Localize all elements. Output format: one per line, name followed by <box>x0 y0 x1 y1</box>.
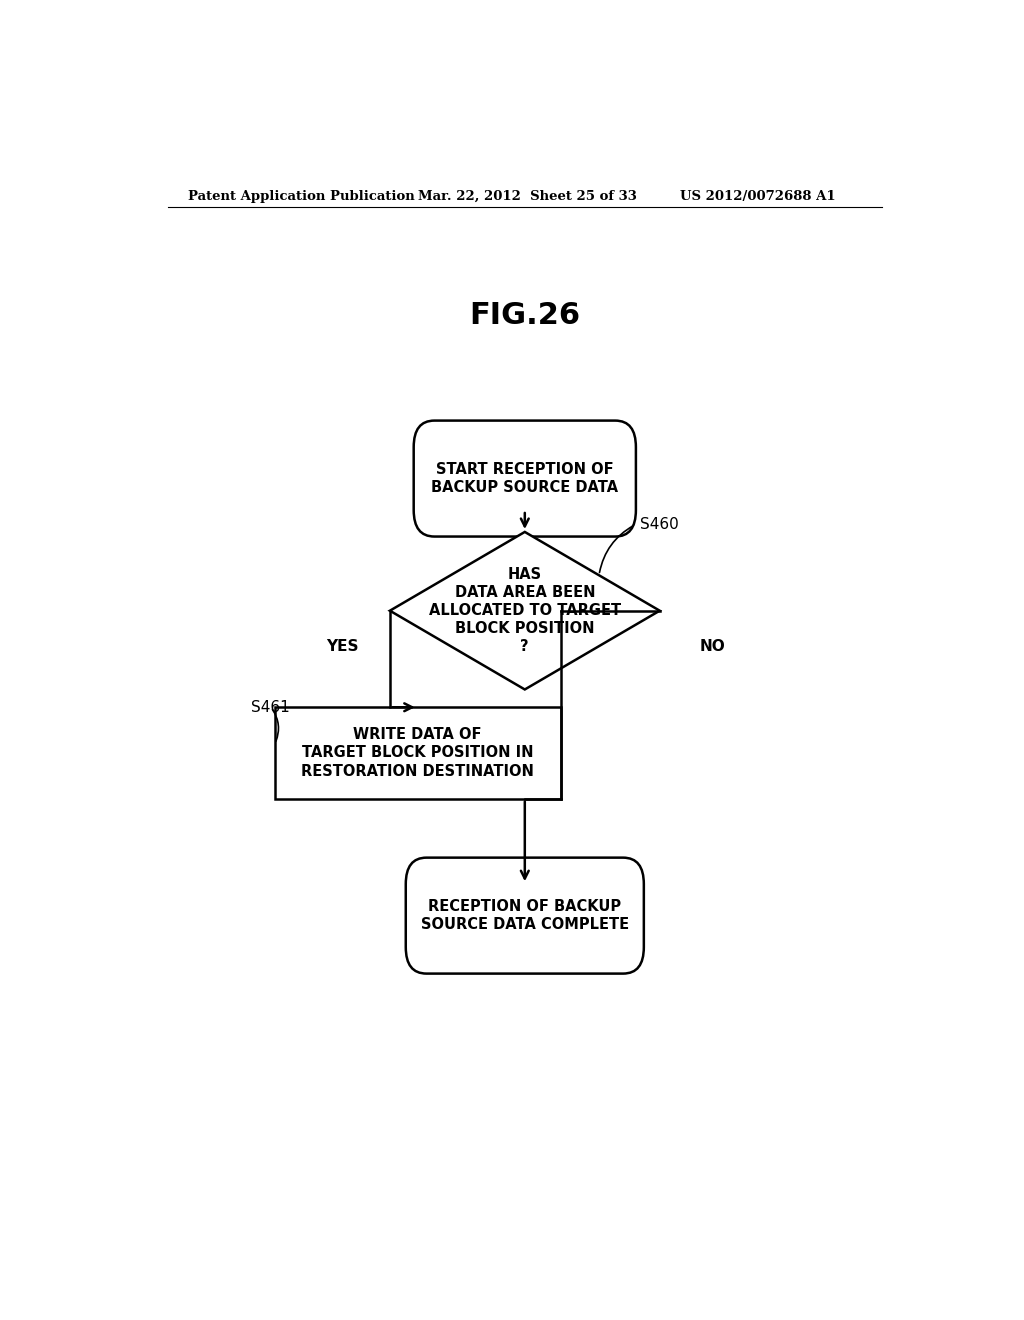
Text: YES: YES <box>326 639 358 653</box>
Text: HAS
DATA AREA BEEN
ALLOCATED TO TARGET
BLOCK POSITION
?: HAS DATA AREA BEEN ALLOCATED TO TARGET B… <box>429 568 621 655</box>
Text: Patent Application Publication: Patent Application Publication <box>187 190 415 202</box>
Text: Mar. 22, 2012  Sheet 25 of 33: Mar. 22, 2012 Sheet 25 of 33 <box>418 190 637 202</box>
Text: S460: S460 <box>640 517 679 532</box>
FancyBboxPatch shape <box>414 421 636 536</box>
Text: US 2012/0072688 A1: US 2012/0072688 A1 <box>680 190 836 202</box>
Text: WRITE DATA OF
TARGET BLOCK POSITION IN
RESTORATION DESTINATION: WRITE DATA OF TARGET BLOCK POSITION IN R… <box>301 727 535 779</box>
Text: RECEPTION OF BACKUP
SOURCE DATA COMPLETE: RECEPTION OF BACKUP SOURCE DATA COMPLETE <box>421 899 629 932</box>
Text: START RECEPTION OF
BACKUP SOURCE DATA: START RECEPTION OF BACKUP SOURCE DATA <box>431 462 618 495</box>
Polygon shape <box>390 532 659 689</box>
FancyBboxPatch shape <box>406 858 644 974</box>
Text: NO: NO <box>699 639 725 653</box>
Text: S461: S461 <box>251 700 290 714</box>
Text: FIG.26: FIG.26 <box>469 301 581 330</box>
Bar <box>274 708 560 799</box>
